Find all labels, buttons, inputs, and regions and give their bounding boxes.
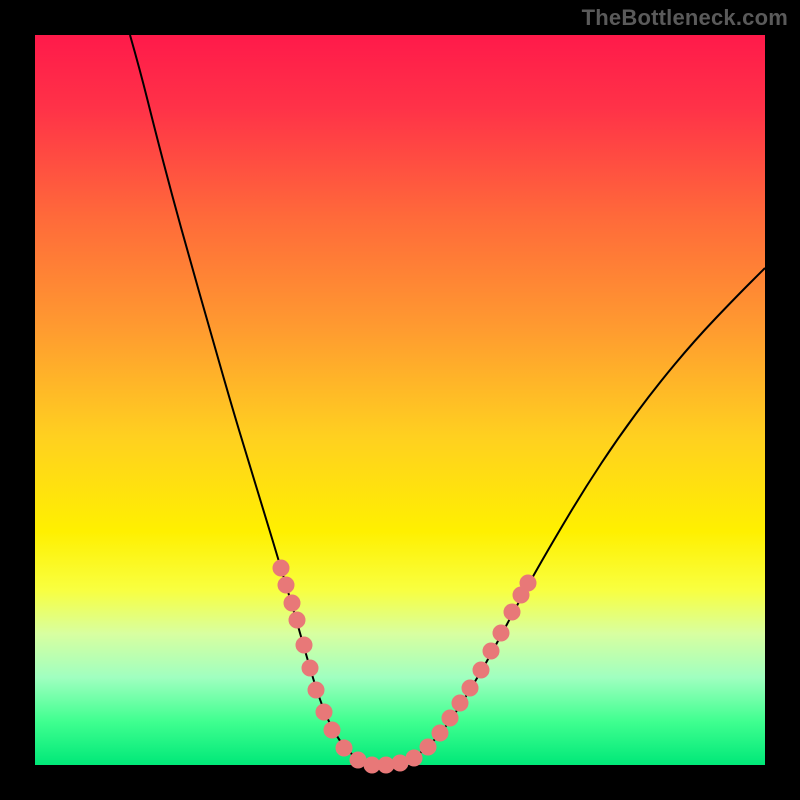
plot-background — [35, 35, 765, 765]
data-marker — [316, 704, 332, 720]
data-marker — [302, 660, 318, 676]
bottleneck-chart — [0, 0, 800, 800]
data-marker — [278, 577, 294, 593]
data-marker — [483, 643, 499, 659]
data-marker — [336, 740, 352, 756]
data-marker — [432, 725, 448, 741]
data-marker — [296, 637, 312, 653]
data-marker — [504, 604, 520, 620]
data-marker — [452, 695, 468, 711]
data-marker — [378, 757, 394, 773]
data-marker — [406, 750, 422, 766]
data-marker — [284, 595, 300, 611]
data-marker — [520, 575, 536, 591]
data-marker — [273, 560, 289, 576]
data-marker — [442, 710, 458, 726]
data-marker — [462, 680, 478, 696]
data-marker — [289, 612, 305, 628]
data-marker — [493, 625, 509, 641]
data-marker — [420, 739, 436, 755]
data-marker — [308, 682, 324, 698]
watermark-text: TheBottleneck.com — [582, 5, 788, 31]
data-marker — [473, 662, 489, 678]
data-marker — [324, 722, 340, 738]
chart-container: TheBottleneck.com — [0, 0, 800, 800]
